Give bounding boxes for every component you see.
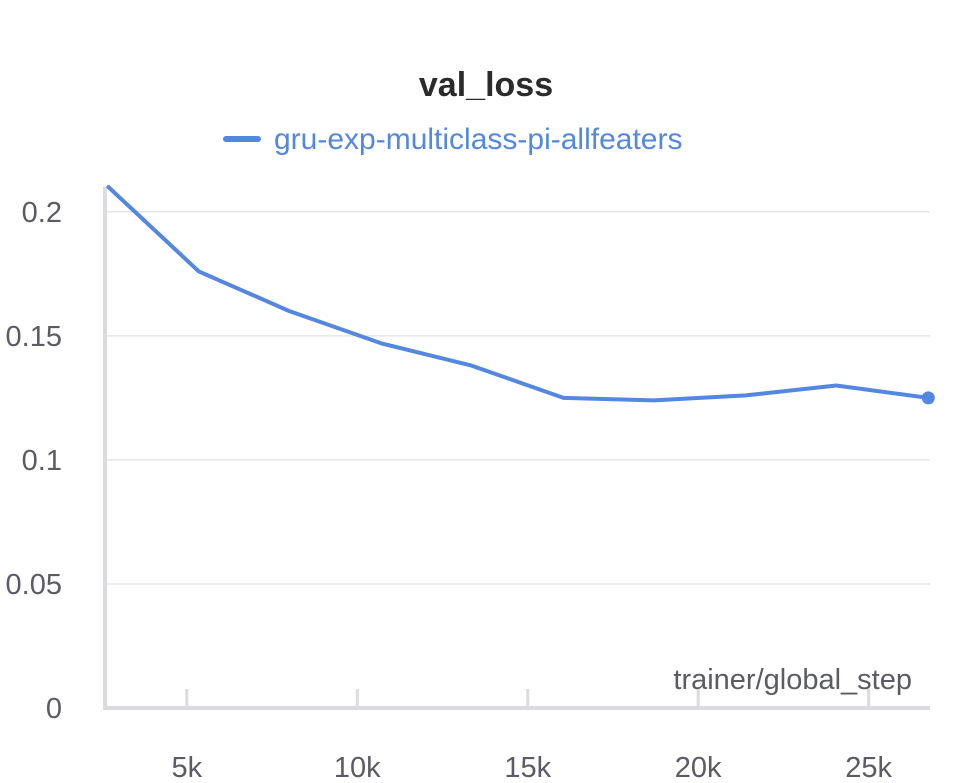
x-tick-label-20k: 20k [675, 752, 722, 783]
series-last-point [921, 391, 935, 405]
x-tick-label-25k: 25k [845, 752, 892, 783]
series-gru-exp-multiclass-pi-allfeaters [106, 185, 935, 405]
y-tick-label-0.2: 0.2 [22, 197, 62, 229]
gridlines [105, 211, 930, 585]
x-tick-label-10k: 10k [334, 752, 381, 783]
series-line-gru-exp-multiclass-pi-allfeaters [106, 185, 931, 403]
x-tick-label-15k: 15k [504, 752, 551, 783]
legend: gru-exp-multiclass-pi-allfeaters [223, 123, 682, 156]
axes [103, 187, 930, 710]
y-tick-label-0: 0 [46, 693, 62, 725]
y-tick-label-0.15: 0.15 [6, 321, 62, 353]
x-axis-ticks: 5k 10k 15k 20k 25k [171, 689, 893, 783]
y-axis-ticks: 0 0.05 0.1 0.15 0.2 [6, 197, 62, 725]
y-tick-label-0.1: 0.1 [22, 445, 62, 477]
chart-title: val_loss [419, 66, 553, 104]
legend-label-gru-exp-multiclass-pi-allfeaters: gru-exp-multiclass-pi-allfeaters [274, 123, 682, 156]
y-tick-label-0.05: 0.05 [6, 569, 62, 601]
x-tick-label-5k: 5k [171, 752, 202, 783]
x-axis-title: trainer/global_step [673, 664, 912, 696]
